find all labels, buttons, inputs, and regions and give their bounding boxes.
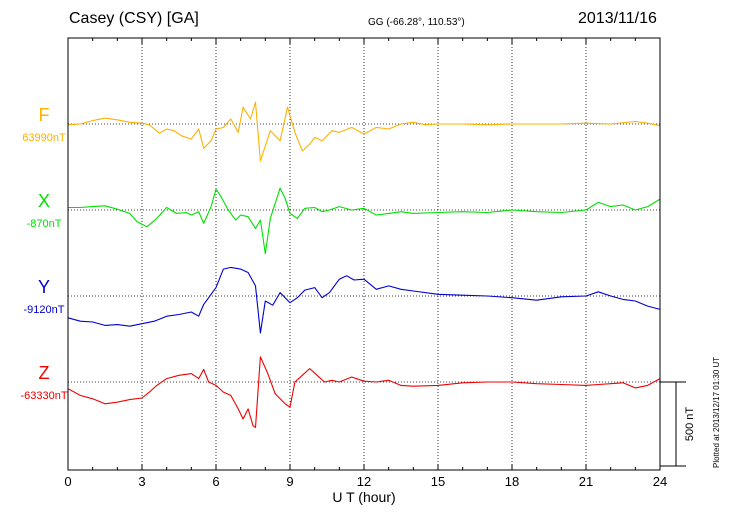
series-group xyxy=(67,101,661,428)
series-baseline-f: 63990nT xyxy=(22,132,66,144)
scale-bar: 500 nT xyxy=(660,381,696,467)
series-name-y: Y xyxy=(38,277,50,297)
series-labels: F 63990nT X -870nT Y -9120nT Z -63330nT xyxy=(20,105,67,402)
series-baseline-z: -63330nT xyxy=(20,390,67,402)
series-line-z xyxy=(67,356,661,428)
x-tick-label: 12 xyxy=(357,474,371,489)
station-coordinates: GG (-66.28°, 110.53°) xyxy=(368,17,465,28)
series-line-f xyxy=(67,101,661,162)
grid-lines xyxy=(68,38,660,470)
x-tick-label: 15 xyxy=(431,474,445,489)
series-name-f: F xyxy=(39,105,50,125)
scale-bar-label: 500 nT xyxy=(684,407,696,442)
x-tick-label: 6 xyxy=(212,474,219,489)
series-name-z: Z xyxy=(39,363,50,383)
chart-title: Casey (CSY) [GA] xyxy=(69,10,199,27)
series-line-y xyxy=(67,266,661,334)
x-tick-label: 3 xyxy=(138,474,145,489)
x-axis-ticks: 0 3 6 9 12 15 18 21 24 xyxy=(64,38,667,489)
x-tick-label: 21 xyxy=(579,474,593,489)
x-tick-label: 24 xyxy=(653,474,667,489)
x-tick-label: 9 xyxy=(286,474,293,489)
series-name-x: X xyxy=(38,191,50,211)
x-tick-label: 18 xyxy=(505,474,519,489)
x-tick-label: 0 xyxy=(64,474,71,489)
series-line-x xyxy=(68,187,661,255)
series-baseline-y: -9120nT xyxy=(24,304,65,316)
x-axis-label: U T (hour) xyxy=(332,489,395,505)
chart-date: 2013/11/16 xyxy=(578,10,657,27)
series-baseline-x: -870nT xyxy=(27,218,62,230)
